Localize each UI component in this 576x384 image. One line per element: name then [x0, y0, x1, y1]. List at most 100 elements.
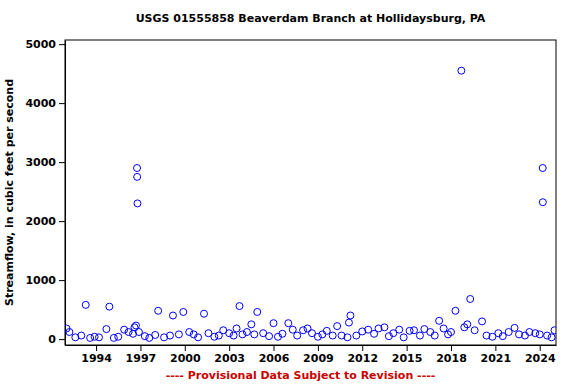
- x-tick-label: 2003: [214, 352, 245, 365]
- data-point: [132, 322, 139, 329]
- x-tick-label: 2024: [525, 352, 556, 365]
- data-point: [300, 327, 307, 334]
- data-point: [175, 331, 182, 338]
- data-point: [400, 334, 407, 341]
- y-tick-label: 5000: [25, 38, 56, 51]
- x-tick-mark: [229, 345, 230, 351]
- x-tick-label: 2009: [303, 352, 334, 365]
- data-point: [230, 332, 237, 339]
- data-point: [115, 333, 122, 340]
- data-point: [201, 310, 208, 317]
- data-point: [66, 329, 73, 336]
- data-point: [294, 332, 301, 339]
- data-point: [134, 200, 141, 207]
- data-point: [447, 329, 454, 336]
- data-point: [539, 199, 546, 206]
- x-tick: 2009: [303, 345, 334, 365]
- data-point: [411, 327, 418, 334]
- data-point: [233, 325, 240, 332]
- y-tick-mark: [59, 280, 65, 281]
- data-point: [539, 165, 546, 172]
- data-point: [461, 324, 468, 331]
- x-tick-label: 1997: [126, 352, 157, 365]
- data-point: [251, 331, 258, 338]
- x-tick-label: 2015: [392, 352, 423, 365]
- plot-area: 1994 1997 2000 2003 2006 2009 2012 2015 2018 2021…: [25, 38, 558, 365]
- x-tick-label: 2021: [481, 352, 512, 365]
- y-tick: 2000: [25, 215, 65, 228]
- data-point: [544, 332, 551, 339]
- y-tick: 5000: [25, 38, 65, 51]
- x-tick: 2006: [259, 345, 290, 365]
- data-point: [279, 330, 286, 337]
- x-tick-label: 2006: [259, 352, 290, 365]
- x-tick: 1994: [81, 345, 112, 365]
- data-point: [243, 329, 250, 336]
- data-point: [347, 312, 354, 319]
- data-point: [96, 334, 103, 341]
- x-tick-mark: [185, 345, 186, 351]
- y-axis-line: [65, 41, 66, 346]
- x-tick: 2000: [170, 345, 201, 365]
- data-point: [134, 165, 141, 172]
- x-tick-mark: [96, 345, 97, 351]
- chart: 1994 1997 2000 2003 2006 2009 2012 2015 2018 2021…: [0, 0, 576, 384]
- x-tick: 2024: [525, 345, 556, 365]
- data-point: [329, 332, 336, 339]
- data-point: [548, 334, 555, 341]
- y-tick-label: 3000: [25, 156, 56, 169]
- x-tick-label: 2012: [347, 352, 378, 365]
- data-point: [416, 332, 423, 339]
- y-tick-label: 2000: [25, 215, 56, 228]
- data-point: [211, 333, 218, 340]
- data-point: [551, 327, 556, 334]
- data-point: [396, 326, 403, 333]
- x-tick: 2018: [436, 345, 467, 365]
- data-point: [479, 318, 486, 325]
- x-tick: 2021: [481, 345, 512, 365]
- x-tick-mark: [274, 345, 275, 351]
- y-tick-mark: [59, 162, 65, 163]
- y-tick-mark: [59, 103, 65, 104]
- data-point: [195, 334, 202, 341]
- x-tick-mark: [407, 345, 408, 351]
- data-point: [464, 321, 471, 328]
- data-point: [431, 332, 438, 339]
- data-point: [285, 320, 292, 327]
- annotation: ---- Provisional Data Subject to Revisio…: [166, 369, 436, 382]
- data-point: [169, 312, 176, 319]
- data-point: [536, 331, 543, 338]
- data-point: [381, 324, 388, 331]
- y-tick-label: 4000: [25, 97, 56, 110]
- data-point: [82, 301, 89, 308]
- title: USGS 01555858 Beaverdam Branch at Hollid…: [136, 12, 486, 25]
- points: [65, 67, 556, 341]
- y-tick-label: 1000: [25, 274, 56, 287]
- data-point: [141, 333, 148, 340]
- x-tick-mark: [540, 345, 541, 351]
- x-tick: 2003: [214, 345, 245, 365]
- data-point: [87, 334, 94, 341]
- data-point: [319, 331, 326, 338]
- plot-frame: [65, 40, 556, 345]
- data-point: [270, 320, 277, 327]
- data-point: [467, 295, 474, 302]
- data-point: [180, 308, 187, 315]
- y-tick-mark: [59, 339, 65, 340]
- y-axis-title: Streamflow, in cubic feet per second: [3, 79, 16, 306]
- data-point: [471, 327, 478, 334]
- data-point: [254, 308, 261, 315]
- y-tick-mark: [59, 44, 65, 45]
- data-point: [345, 319, 352, 326]
- data-point: [323, 327, 330, 334]
- x-tick-mark: [140, 345, 141, 351]
- data-point: [521, 332, 528, 339]
- data-point: [167, 332, 174, 339]
- y-tick: 4000: [25, 97, 65, 110]
- data-point: [110, 334, 117, 341]
- data-point: [125, 329, 132, 336]
- data-point: [344, 334, 351, 341]
- x-tick-mark: [318, 345, 319, 351]
- data-point: [134, 173, 141, 180]
- data-point: [511, 324, 518, 331]
